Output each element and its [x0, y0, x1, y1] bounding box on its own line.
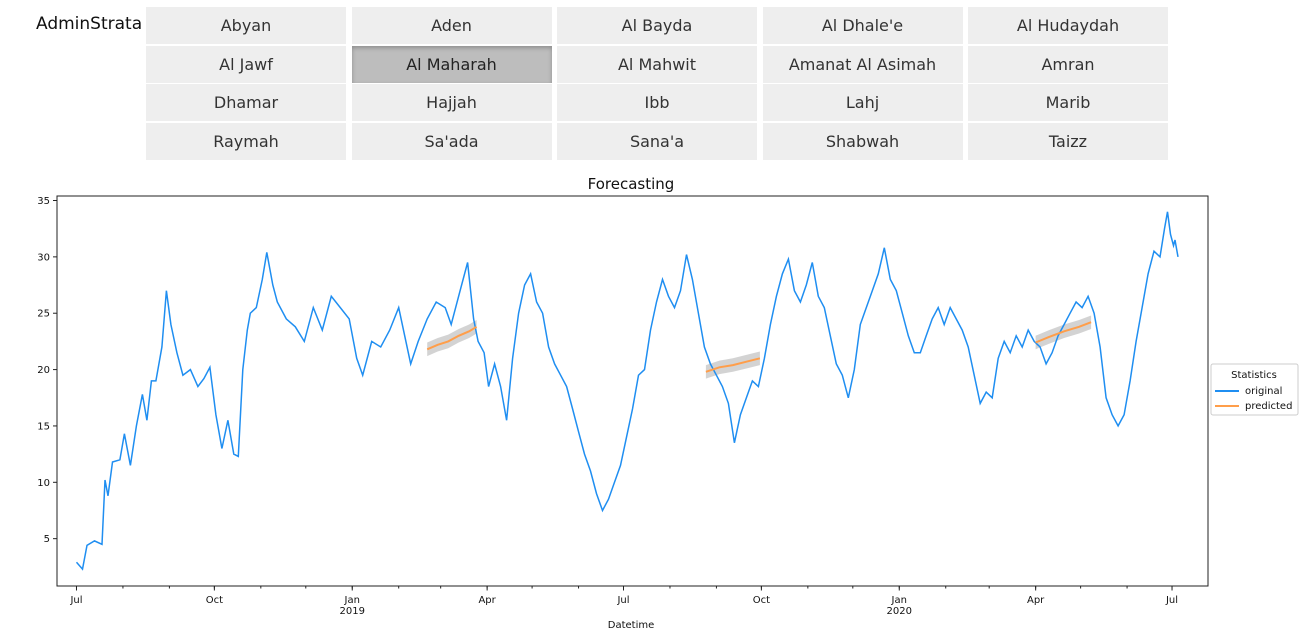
toggle-button-raymah[interactable]: Raymah [146, 122, 346, 160]
toggle-button-dhamar[interactable]: Dhamar [146, 84, 346, 121]
toggle-button-aden[interactable]: Aden [351, 7, 552, 44]
x-tick-label: Apr [1027, 595, 1045, 606]
strata-label: AdminStrata [36, 14, 143, 34]
x-axis-label: Datetime [608, 620, 655, 631]
x-tick-label: Jul [1165, 595, 1178, 606]
plot-frame [56, 195, 1209, 587]
y-tick-label: 20 [37, 365, 50, 376]
series-original-line [75, 211, 1179, 571]
toggle-button-al-maharah[interactable]: Al Maharah [351, 45, 552, 83]
toggle-button-taizz[interactable]: Taizz [968, 122, 1168, 160]
toggle-button-al-dhale-e[interactable]: Al Dhale'e [762, 7, 963, 44]
y-tick-label: 15 [37, 421, 50, 432]
toggle-button-sana-a[interactable]: Sana'a [557, 122, 757, 160]
x-tick-label: Oct [753, 595, 770, 606]
toggle-button-lahj[interactable]: Lahj [762, 84, 963, 121]
x-tick-year-label: 2019 [340, 606, 365, 617]
x-tick-label: Jul [616, 595, 629, 606]
x-tick-year-label: 2020 [887, 606, 912, 617]
toggle-button-al-hudaydah[interactable]: Al Hudaydah [968, 7, 1168, 44]
toggle-button-al-jawf[interactable]: Al Jawf [146, 45, 346, 83]
series-predicted-segment [705, 357, 761, 373]
series-predicted-lines [426, 321, 1092, 373]
x-tick-label: Jan [344, 595, 360, 606]
toggle-button-abyan[interactable]: Abyan [146, 7, 346, 44]
toggle-button-amanat-al-asimah[interactable]: Amanat Al Asimah [762, 45, 963, 83]
x-tick-label: Apr [478, 595, 496, 606]
series-predicted-segment [426, 325, 478, 351]
toggle-button-al-bayda[interactable]: Al Bayda [557, 7, 757, 44]
x-tick-label: Oct [206, 595, 223, 606]
y-tick-label: 35 [37, 196, 50, 207]
legend: Statistics original predicted [1210, 363, 1299, 416]
series-predicted-segment [1035, 321, 1092, 344]
toggle-button-sa-ada[interactable]: Sa'ada [351, 122, 552, 160]
y-tick-label: 30 [37, 252, 50, 263]
y-tick-label: 25 [37, 309, 50, 320]
prediction-confidence-band [427, 320, 477, 357]
legend-title: Statistics [1231, 370, 1277, 381]
y-axis: 5 10 15 20 25 30 35 [37, 196, 57, 545]
toggle-button-hajjah[interactable]: Hajjah [351, 84, 552, 121]
toggle-button-grid: Abyan Aden Al Bayda Al Dhale'e Al Hudaydah Al… [146, 7, 1168, 160]
toggle-button-al-mahwit[interactable]: Al Mahwit [557, 45, 757, 83]
legend-label-predicted: predicted [1245, 401, 1292, 412]
legend-label-original: original [1245, 386, 1282, 397]
x-tick-label: Jul [69, 595, 82, 606]
toggle-button-amran[interactable]: Amran [968, 45, 1168, 83]
chart-title: Forecasting [588, 175, 675, 193]
toggle-button-shabwah[interactable]: Shabwah [762, 122, 963, 160]
legend-box [1210, 363, 1299, 416]
y-tick-label: 10 [37, 478, 50, 489]
y-tick-label: 5 [44, 534, 50, 545]
x-tick-label: Jan [891, 595, 907, 606]
toggle-button-marib[interactable]: Marib [968, 84, 1168, 121]
toggle-button-ibb[interactable]: Ibb [557, 84, 757, 121]
